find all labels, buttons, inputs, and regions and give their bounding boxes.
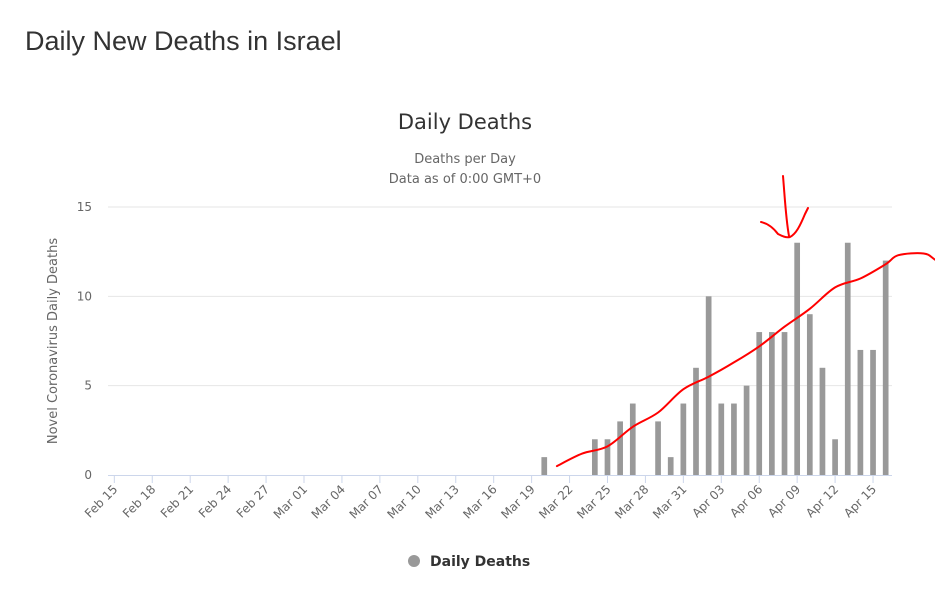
x-tick-label: Feb 18 xyxy=(120,482,158,520)
x-tick-label: Feb 21 xyxy=(158,482,196,520)
bar xyxy=(541,457,548,475)
bar xyxy=(693,367,699,475)
bar xyxy=(882,260,889,475)
legend-label: Daily Deaths xyxy=(430,554,530,570)
bar xyxy=(617,421,623,475)
x-tick-label: Mar 28 xyxy=(612,482,651,521)
bar xyxy=(655,421,661,475)
bar xyxy=(870,349,876,475)
x-tick-label: Mar 16 xyxy=(460,482,499,521)
bar xyxy=(667,457,674,475)
chart-subtitle-line1: Deaths per Day xyxy=(414,152,516,167)
y-tick-label: 5 xyxy=(84,379,92,393)
bar xyxy=(718,403,725,475)
bar xyxy=(857,349,864,475)
chart-title: Daily Deaths xyxy=(398,110,532,134)
trend-curve xyxy=(555,252,935,468)
x-tick-label: Feb 15 xyxy=(82,482,120,520)
bar xyxy=(819,367,826,475)
x-tick-label: Apr 06 xyxy=(727,482,765,520)
bar xyxy=(806,314,813,475)
bar xyxy=(629,403,636,475)
x-tick-label: Mar 25 xyxy=(574,482,613,521)
x-tick-label: Mar 10 xyxy=(385,482,424,521)
x-tick-label: Apr 12 xyxy=(803,482,841,520)
x-tick-label: Feb 27 xyxy=(234,482,272,520)
bar xyxy=(604,439,611,475)
x-tick-label: Apr 03 xyxy=(689,482,727,520)
bar xyxy=(731,403,737,475)
legend[interactable]: Daily Deaths xyxy=(408,554,530,570)
x-tick-label: Apr 15 xyxy=(841,482,879,520)
arrow-head xyxy=(760,207,809,239)
x-tick-label: Mar 31 xyxy=(650,482,689,521)
y-tick-label: 15 xyxy=(77,200,92,214)
chart-subtitle-line2: Data as of 0:00 GMT+0 xyxy=(389,172,541,187)
bar-series xyxy=(541,242,889,475)
bar xyxy=(680,403,687,475)
y-tick-label: 0 xyxy=(84,468,92,482)
legend-marker xyxy=(408,555,420,567)
bar xyxy=(743,385,750,475)
y-tick-label: 10 xyxy=(77,289,92,303)
bar xyxy=(769,332,775,475)
bar xyxy=(705,296,712,475)
x-tick-label: Mar 13 xyxy=(422,482,461,521)
x-tick-label: Apr 09 xyxy=(765,482,803,520)
y-axis-title: Novel Coronavirus Daily Deaths xyxy=(46,238,61,444)
x-tick-label: Mar 19 xyxy=(498,482,537,521)
x-tick-label: Mar 01 xyxy=(271,482,310,521)
bar xyxy=(781,332,788,475)
bar xyxy=(794,242,801,475)
bar xyxy=(844,242,851,475)
bar xyxy=(832,439,838,475)
bar xyxy=(756,332,763,475)
page-title: Daily New Deaths in Israel xyxy=(25,26,342,56)
arrow-shaft xyxy=(782,175,790,237)
x-tick-label: Mar 04 xyxy=(309,482,348,521)
y-axis-ticks: 0 5 10 15 xyxy=(77,200,92,482)
red-annotation xyxy=(555,175,935,468)
bar xyxy=(591,439,598,475)
x-tick-label: Feb 24 xyxy=(196,482,234,520)
x-tick-label: Mar 07 xyxy=(347,482,386,521)
x-tick-label: Mar 22 xyxy=(536,482,575,521)
